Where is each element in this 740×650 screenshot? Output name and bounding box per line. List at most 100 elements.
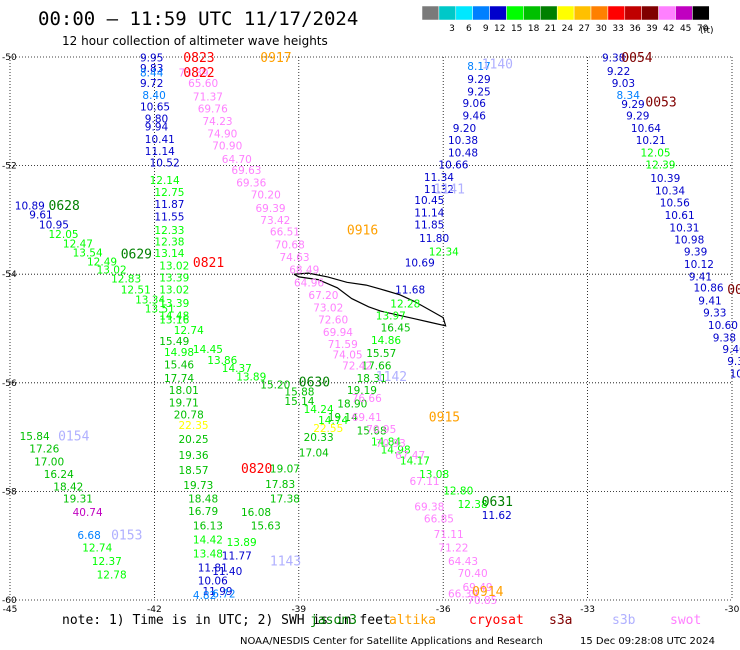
track-time-label: 0631 <box>482 495 513 510</box>
wave-height-point: 8.40 <box>142 90 165 102</box>
wave-height-point: 70.93 <box>376 438 406 450</box>
wave-height-point: 72.60 <box>318 314 348 326</box>
track-time-label: 0628 <box>49 199 80 214</box>
track-time-label: 0914 <box>472 585 503 600</box>
wave-height-point: 12.74 <box>82 542 112 554</box>
wave-height-point: 69.36 <box>236 178 266 190</box>
wave-height-point: 11.81 <box>198 563 228 575</box>
wave-height-point: 13.39 <box>159 298 189 310</box>
wave-height-point: 19.31 <box>63 494 93 506</box>
wave-height-point: 13.54 <box>73 248 103 260</box>
wave-height-point: 10.61 <box>665 210 695 222</box>
wave-height-point: 10.39 <box>650 173 680 185</box>
track-time-label: 1143 <box>270 555 301 570</box>
wave-height-point: 10.52 <box>150 157 180 169</box>
wave-height-point: 18.01 <box>169 385 199 397</box>
wave-height-point: 9.33 <box>703 307 726 319</box>
wave-height-point: 9.06 <box>463 98 487 110</box>
footer-timestamp: 15 Dec 09:28:08 UTC 2024 <box>580 636 715 647</box>
track-time-label: 0629 <box>121 248 152 263</box>
wave-height-point: 16.08 <box>241 507 271 519</box>
wave-height-point: 14.86 <box>371 335 401 347</box>
wave-height-point: 14.45 <box>193 344 223 356</box>
wave-height-point: 13.14 <box>154 248 184 260</box>
scale-label: 33 <box>612 24 623 34</box>
wave-height-point: 8.44 <box>140 67 164 79</box>
wave-height-point: 9.94 <box>145 122 169 134</box>
scale-swatch <box>573 5 592 21</box>
wave-height-point: 9.22 <box>607 66 630 78</box>
wave-height-point: 11.77 <box>222 551 252 563</box>
wave-height-point: 71.59 <box>328 339 358 351</box>
wave-height-point: 19.36 <box>179 450 209 462</box>
wave-height-point: 74.23 <box>203 116 233 128</box>
wave-height-point: 70.20 <box>251 190 281 202</box>
scale-label: 6 <box>466 24 472 34</box>
wave-height-point: 15.14 <box>284 396 314 408</box>
wave-height-point: 9.29 <box>467 74 490 86</box>
track-time-label: 005 <box>727 283 740 298</box>
wave-height-point: 9.3 <box>727 356 740 368</box>
scale-swatch <box>692 5 710 21</box>
wave-height-point: 9.46 <box>463 111 487 123</box>
wave-height-point: 69.39 <box>256 203 286 215</box>
wave-height-point: 9.41 <box>689 272 712 284</box>
x-tick-label: -30 <box>725 605 740 615</box>
wave-height-point: 10.34 <box>655 186 685 198</box>
wave-height-point: 14.24 <box>304 404 334 416</box>
wave-height-point: 11.99 <box>203 586 233 598</box>
wave-height-point: 11.34 <box>424 172 454 184</box>
wave-height-point: 8.34 <box>617 90 641 102</box>
mission-label: jason3 <box>310 613 357 628</box>
wave-height-point: 13.51 <box>145 304 175 316</box>
wave-height-point: 14.42 <box>193 534 223 546</box>
wave-height-point: 20.78 <box>174 409 204 421</box>
mission-label: s3b <box>612 613 636 628</box>
wave-height-point: 12.75 <box>154 187 184 199</box>
scale-swatch <box>489 5 507 21</box>
scale-label: 36 <box>629 24 641 34</box>
scale-swatch <box>438 5 457 21</box>
wave-height-point: 18.57 <box>179 465 209 477</box>
track-time-label: 0820 <box>241 462 272 477</box>
scale-swatch <box>523 5 541 21</box>
wave-height-point: 12.05 <box>49 229 79 241</box>
mission-legend: jason3 altika cryosat s3a s3b swot <box>310 613 701 628</box>
wave-height-point: 14.98 <box>381 445 411 457</box>
wave-height-point: 9.72 <box>140 78 163 90</box>
wave-height-point: 12.83 <box>111 274 141 286</box>
wave-height-point: 12.14 <box>150 175 180 187</box>
x-tick-label: -39 <box>291 605 306 615</box>
wave-height-point: 40.74 <box>73 507 103 519</box>
wave-height-point: 10.21 <box>636 135 666 147</box>
wave-height-point: 70.40 <box>458 568 488 580</box>
wave-height-point: 13.02 <box>159 285 189 297</box>
wave-height-point: 18.48 <box>188 494 218 506</box>
wave-height-point: 10.06 <box>198 576 228 588</box>
footer: note: 1) Time is in UTC; 2) SWH is in fe… <box>62 613 715 647</box>
wave-height-point: 73.02 <box>313 302 343 314</box>
wave-height-point: 11.68 <box>395 285 425 297</box>
scale-label: 21 <box>545 24 556 34</box>
wave-height-point: 14.84 <box>371 437 401 449</box>
scale-label: 12 <box>494 24 505 34</box>
track-time-label: 0822 <box>183 66 214 81</box>
wave-height-point: 13.39 <box>159 273 189 285</box>
wave-height-point: 14.98 <box>164 347 194 359</box>
wave-height-point: 10.64 <box>631 123 661 135</box>
wave-height-point: 12.33 <box>154 225 184 237</box>
wave-height-point: 10.56 <box>660 198 690 210</box>
wave-height-point: 10.95 <box>39 219 69 231</box>
x-tick-label: -42 <box>147 605 162 615</box>
wave-height-point: 64.70 <box>222 154 252 166</box>
wave-height-point: 11.14 <box>145 146 175 158</box>
wave-height-point: 19.73 <box>183 480 213 492</box>
wave-height-point: 15.57 <box>366 348 396 360</box>
wave-height-point: 71.11 <box>434 529 464 541</box>
track-time-label: 0154 <box>58 430 89 445</box>
wave-height-point: 9.95 <box>140 53 163 65</box>
wave-height-point: 13.34 <box>135 294 165 306</box>
wave-height-point: 70.85 <box>467 595 497 607</box>
wave-height-point: 69.38 <box>414 502 444 514</box>
